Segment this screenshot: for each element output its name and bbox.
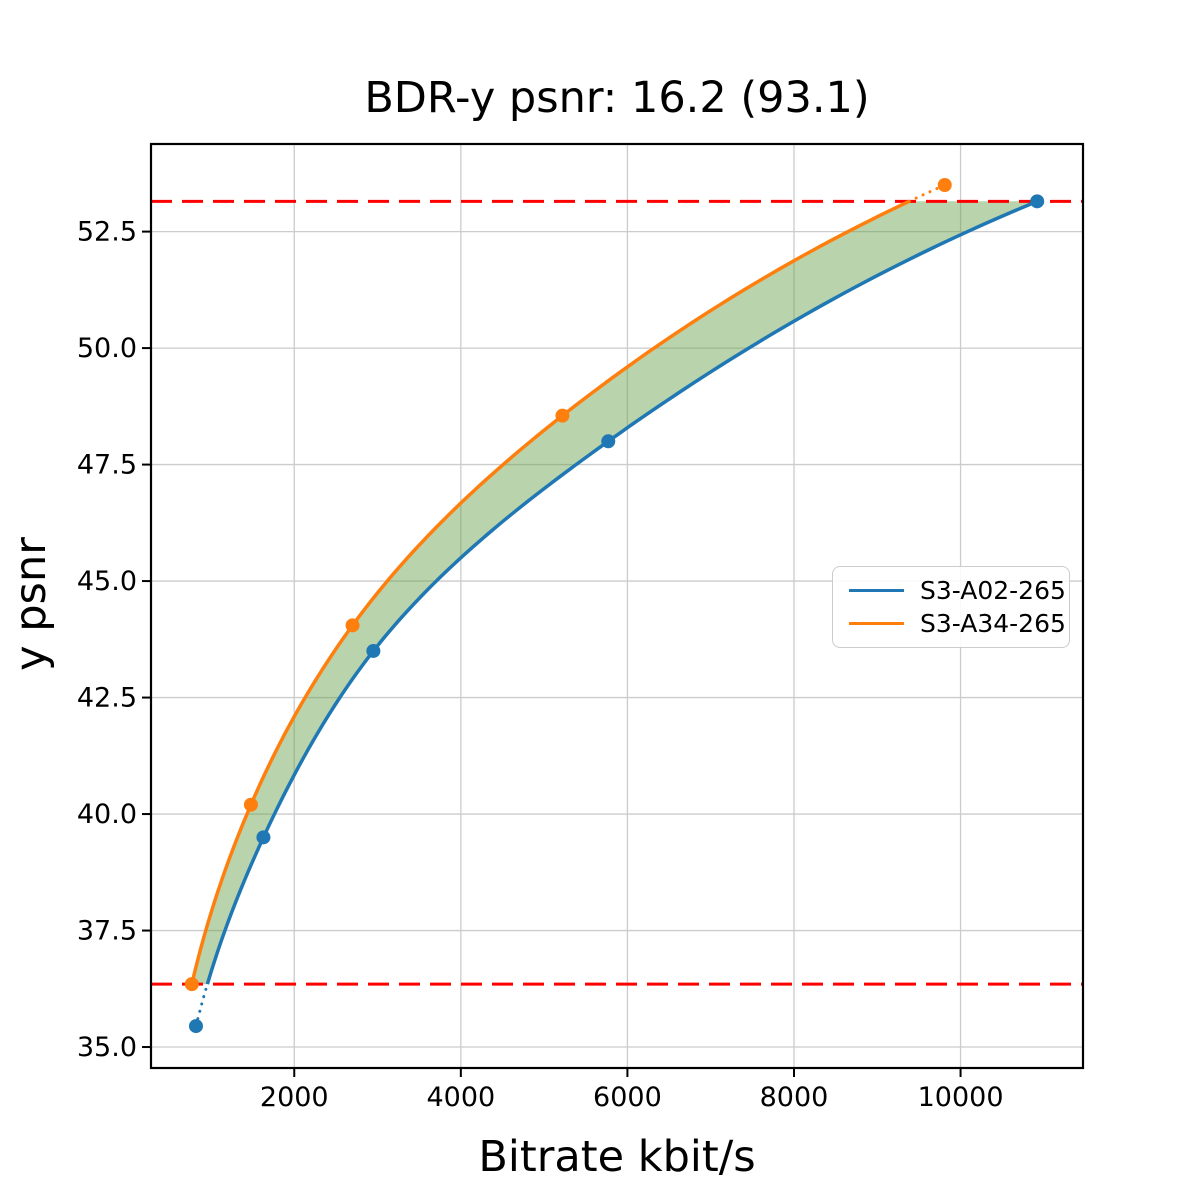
legend-line-swatch bbox=[849, 588, 904, 592]
legend-line-swatch bbox=[849, 622, 904, 626]
y-tick-label: 52.5 bbox=[77, 217, 137, 248]
series-extrapolation-dotted-s3-a34-265 bbox=[907, 183, 947, 203]
y-tick-label: 40.0 bbox=[77, 799, 137, 830]
series-line-s3-a02-265 bbox=[205, 199, 1038, 985]
chart-title: BDR-y psnr: 16.2 (93.1) bbox=[364, 73, 870, 123]
y-tick-label: 47.5 bbox=[77, 450, 137, 481]
data-point-marker-s3-a34-265 bbox=[937, 178, 952, 193]
data-point-marker-s3-a02-265 bbox=[601, 434, 616, 449]
data-point-marker-s3-a34-265 bbox=[555, 408, 570, 423]
legend: S3-A02-265 S3-A34-265 bbox=[832, 566, 1070, 648]
legend-label: S3-A34-265 bbox=[920, 608, 1066, 638]
data-point-marker-s3-a34-265 bbox=[243, 797, 258, 812]
y-tick-label: 37.5 bbox=[77, 916, 137, 947]
x-tick-label: 8000 bbox=[760, 1082, 829, 1113]
y-tick-label: 50.0 bbox=[77, 333, 137, 364]
x-tick-label: 10000 bbox=[918, 1082, 1004, 1113]
x-axis-label: Bitrate kbit/s bbox=[478, 1132, 756, 1182]
data-point-marker-s3-a34-265 bbox=[184, 977, 199, 992]
legend-item: S3-A02-265 bbox=[833, 577, 1069, 605]
data-point-marker-s3-a34-265 bbox=[345, 618, 360, 633]
data-point-marker-s3-a02-265 bbox=[188, 1019, 203, 1034]
series-line-s3-a34-265 bbox=[190, 199, 911, 985]
y-tick-label: 42.5 bbox=[77, 683, 137, 714]
legend-label: S3-A02-265 bbox=[920, 575, 1066, 605]
legend-item: S3-A34-265 bbox=[833, 610, 1069, 638]
plot-border bbox=[149, 142, 1085, 1070]
series-extrapolation-dotted-s3-a02-265 bbox=[194, 982, 209, 1028]
x-tick-label: 6000 bbox=[593, 1082, 662, 1113]
y-tick-label: 45.0 bbox=[77, 566, 137, 597]
x-tick-label: 4000 bbox=[426, 1082, 495, 1113]
y-tick-label: 35.0 bbox=[77, 1032, 137, 1063]
x-tick-label: 2000 bbox=[260, 1082, 329, 1113]
data-point-marker-s3-a02-265 bbox=[256, 830, 271, 845]
data-point-marker-s3-a02-265 bbox=[1030, 194, 1045, 209]
data-point-marker-s3-a02-265 bbox=[366, 643, 381, 658]
